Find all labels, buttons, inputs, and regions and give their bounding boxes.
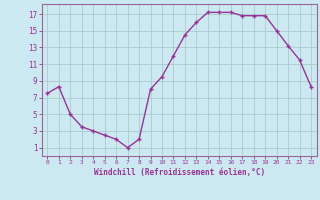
X-axis label: Windchill (Refroidissement éolien,°C): Windchill (Refroidissement éolien,°C) xyxy=(94,168,265,177)
